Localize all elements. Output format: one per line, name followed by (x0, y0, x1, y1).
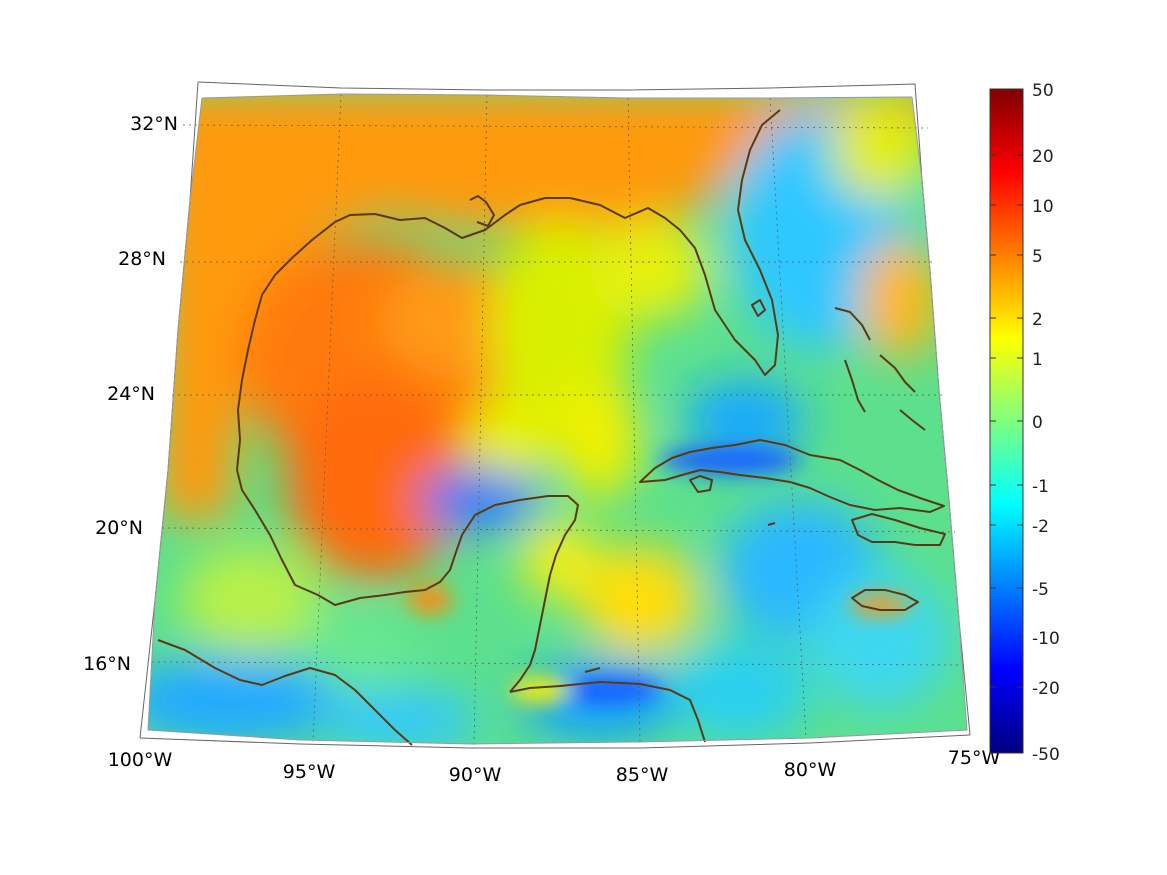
lat-label-32n: 32°N (130, 113, 178, 135)
colorbar-label-5: 5 (1032, 247, 1043, 267)
colorbar-label-0: 0 (1032, 413, 1043, 433)
lon-label-90w: 90°W (449, 764, 502, 786)
lon-label-100w: 100°W (108, 749, 173, 771)
colorbar-label-neg10: -10 (1032, 629, 1060, 649)
colorbar: 50 20 10 5 2 1 0 -1 -2 -5 -10 -20 -50 (989, 81, 1060, 765)
colorbar-label-neg20: -20 (1032, 679, 1060, 699)
graticule (151, 93, 965, 746)
lat-labels: 32°N 28°N 24°N 20°N 16°N (83, 113, 178, 675)
colorbar-label-2: 2 (1032, 310, 1043, 330)
lat-label-28n: 28°N (118, 248, 166, 270)
colorbar-label-10: 10 (1032, 197, 1054, 217)
colorbar-label-20: 20 (1032, 147, 1054, 167)
coastlines (157, 109, 946, 746)
lat-label-16n: 16°N (83, 653, 131, 675)
map-frame (139, 81, 971, 749)
colorbar-label-neg5: -5 (1032, 580, 1049, 600)
lon-label-85w: 85°W (616, 764, 669, 786)
colorbar-label-1: 1 (1032, 350, 1043, 370)
lat-label-20n: 20°N (95, 517, 143, 539)
lon-label-75w: 75°W (948, 747, 1001, 769)
data-field (148, 94, 967, 744)
colorbar-label-neg50: -50 (1032, 745, 1060, 765)
colorbar-label-neg2: -2 (1032, 517, 1049, 537)
colorbar-label-50: 50 (1032, 81, 1054, 101)
lon-label-80w: 80°W (784, 759, 837, 781)
lon-label-95w: 95°W (283, 761, 336, 783)
lat-label-24n: 24°N (107, 383, 155, 405)
colorbar-label-neg1: -1 (1032, 477, 1049, 497)
lon-labels: 100°W 95°W 90°W 85°W 80°W 75°W (108, 747, 1001, 786)
